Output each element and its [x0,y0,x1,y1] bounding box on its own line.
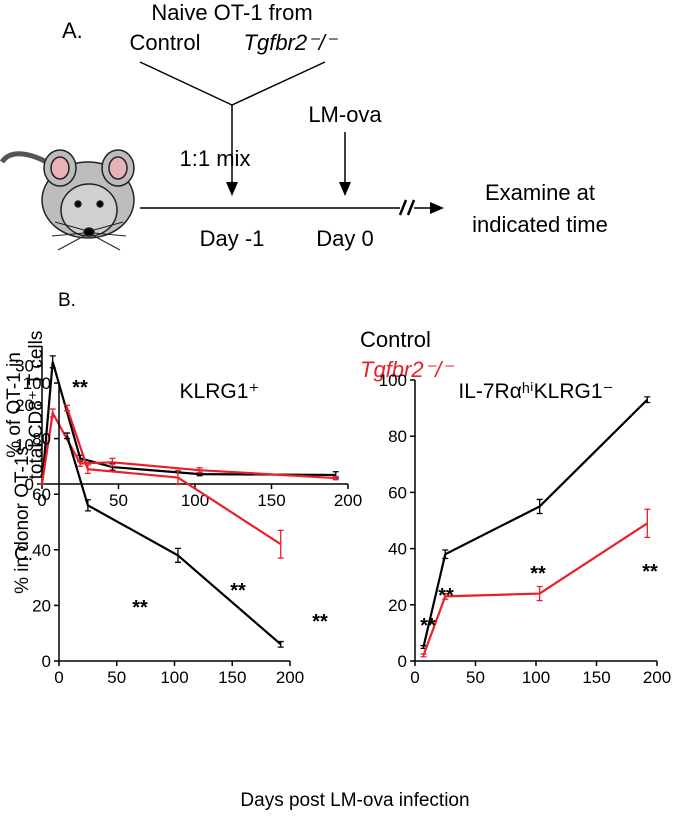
arrow-head [226,182,238,196]
control-label: Control [130,30,201,55]
x-tick-label: 0 [410,668,419,687]
error-bar [536,498,543,515]
y-tick-label: 0 [398,652,407,671]
x-tick-label: 200 [643,668,671,687]
y-tick-label: 100 [379,371,407,390]
error-bar [196,467,203,474]
y-tick-label: 40 [388,540,407,559]
x-tick-label: 150 [218,668,246,687]
x-tick-label: 100 [181,491,209,510]
error-bar [644,508,651,539]
infection-label: LM-ova [308,102,382,127]
mix-label: 1:1 mix [180,146,251,171]
error-bar [77,460,84,467]
mix-line [231,61,326,106]
error-bar [442,592,449,600]
significance: ** [132,597,148,619]
x-axis-label: Days post LM-ova infection [240,790,469,811]
error-bar [277,640,284,648]
mouse-icon [0,149,135,251]
significance: ** [230,580,246,602]
significance: ** [438,585,454,607]
data-line [422,398,649,648]
y-axis-label: % in donor OT-1s [12,446,33,594]
legend-entry: Tgfbr2⁻/⁻ [360,357,455,382]
error-bar [277,529,284,559]
error-bar [442,549,449,560]
significance: ** [642,561,658,583]
y-tick-label: 10 [15,436,34,455]
y-tick-label: 80 [32,430,51,449]
panel-label: A. [62,18,83,43]
y-tick-label: 100 [23,374,51,393]
y-tick-label: 30 [15,357,34,376]
data-line [66,407,282,546]
error-bar [644,396,651,404]
legend-entry: Control [360,327,431,352]
error-bar [536,585,543,602]
error-bar [49,355,56,369]
chart-title: IL-7RαʰⁱKLRG1⁻ [458,380,613,403]
mix-line [139,61,233,106]
x-tick-label: 200 [334,491,362,510]
significance: ** [312,611,328,633]
day-label: Day -1 [200,226,265,251]
y-tick-label: 20 [15,396,34,415]
x-tick-label: 150 [582,668,610,687]
y-tick-label: 40 [32,541,51,560]
x-tick-label: 0 [37,491,46,510]
error-bar [64,404,71,412]
chart-title: KLRG1⁺ [180,380,260,403]
y-axis-label: total CD8⁺ T cells [26,331,47,480]
data-line [422,522,648,656]
significance: ** [420,615,436,637]
y-tick-label: 20 [32,596,51,615]
significance: ** [530,563,546,585]
x-tick-label: 0 [54,668,63,687]
x-tick-label: 100 [160,668,188,687]
error-bar [332,475,339,481]
end-label: Examine at [485,180,595,205]
knockout-label: Tgfbr2⁻/⁻ [244,30,339,55]
y-tick-label: 60 [388,483,407,502]
significance: ** [72,377,88,399]
y-axis-label: % of OT-1 in [4,352,25,458]
error-bar [84,464,91,474]
x-tick-label: 50 [109,491,128,510]
source-label: Naive OT-1 from [151,0,312,25]
panel-label: B. [58,290,76,311]
end-label: indicated time [472,212,608,237]
error-bar [49,408,56,418]
break-mark [398,199,408,216]
error-bar [174,469,181,486]
error-bar [64,432,71,440]
day-label: Day 0 [316,226,373,251]
y-tick-label: 20 [388,596,407,615]
y-tick-label: 0 [25,475,34,494]
x-tick-label: 50 [466,668,485,687]
error-bar [84,499,91,512]
break-mark [406,199,416,216]
arrow-head [339,182,351,196]
x-tick-label: 50 [107,668,126,687]
error-bar [174,547,181,563]
panel-label: C. [14,544,33,565]
error-bar [109,457,116,467]
x-tick-label: 200 [276,668,304,687]
y-tick-label: 60 [32,485,51,504]
data-line [40,409,336,485]
diagram: A. Naive OT-1 from Control Tgfbr2⁻/⁻ 1:1… [0,0,608,251]
arrow-head [430,202,444,214]
y-tick-label: 80 [388,427,407,446]
data-line [66,435,282,646]
error-bar [420,653,427,658]
x-tick-label: 150 [257,491,285,510]
x-tick-label: 100 [522,668,550,687]
y-tick-label: 0 [42,652,51,671]
